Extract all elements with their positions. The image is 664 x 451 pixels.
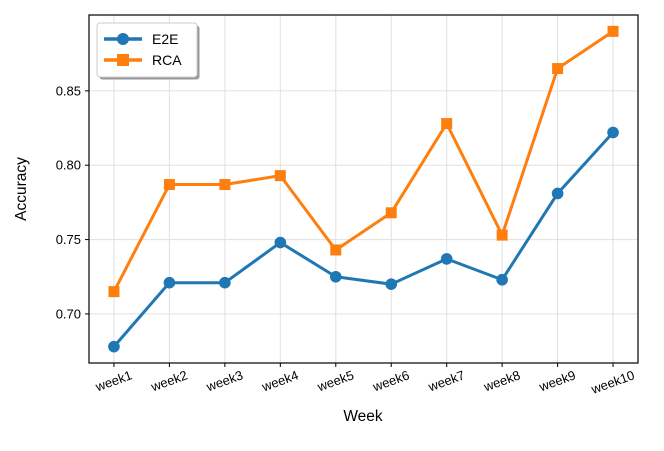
x-tick-label: week10: [588, 367, 636, 397]
e2e-marker: [274, 236, 287, 249]
rca-marker: [496, 229, 508, 241]
e2e-marker: [551, 187, 564, 200]
series-line-rca: [112, 29, 615, 294]
x-tick-label: week1: [93, 367, 134, 394]
x-tick-label: week7: [425, 367, 466, 394]
x-axis-label: Week: [343, 408, 383, 425]
series-line-e2e: [112, 130, 615, 349]
rca-marker: [385, 207, 397, 219]
plot-border: [88, 14, 639, 364]
y-tick-label: 0.85: [56, 83, 81, 98]
e2e-marker: [496, 273, 508, 286]
e2e-marker: [607, 126, 619, 139]
x-tick-label: week9: [536, 367, 577, 394]
y-tick-label: 0.70: [56, 306, 81, 321]
x-tick-label: week4: [259, 367, 300, 394]
x-tick-label: week6: [370, 367, 411, 394]
y-axis-label: Accuracy: [13, 157, 30, 221]
legend-label-rca: RCA: [152, 52, 182, 68]
e2e-marker: [163, 276, 176, 289]
legend-label-e2e: E2E: [152, 31, 178, 47]
rca-marker: [274, 170, 286, 182]
y-tick-label: 0.75: [56, 232, 81, 247]
rca-marker: [441, 118, 453, 130]
chart-generated-layer: 0.70 0.75 0.80 0.85 week1 week2 week3 week4 week…: [56, 14, 639, 397]
e2e-marker: [440, 253, 453, 265]
rca-marker: [219, 179, 231, 191]
y-tick-label: 0.80: [56, 158, 81, 173]
legend-marker-rca: [117, 54, 129, 66]
x-tick-label: week3: [204, 367, 245, 394]
rca-marker: [163, 179, 175, 191]
rca-marker: [108, 286, 120, 298]
x-tick-label: week8: [481, 367, 522, 394]
e2e-marker: [329, 270, 342, 283]
e2e-marker: [108, 340, 120, 353]
rca-marker: [607, 25, 619, 37]
x-tick-label: week2: [148, 367, 189, 394]
e2e-marker: [219, 276, 231, 289]
rca-marker: [552, 63, 564, 75]
x-tick-label: week5: [314, 367, 355, 394]
legend-box: [96, 22, 198, 78]
rca-marker: [330, 244, 342, 256]
legend-marker-e2e: [117, 33, 129, 45]
e2e-marker: [385, 278, 398, 290]
